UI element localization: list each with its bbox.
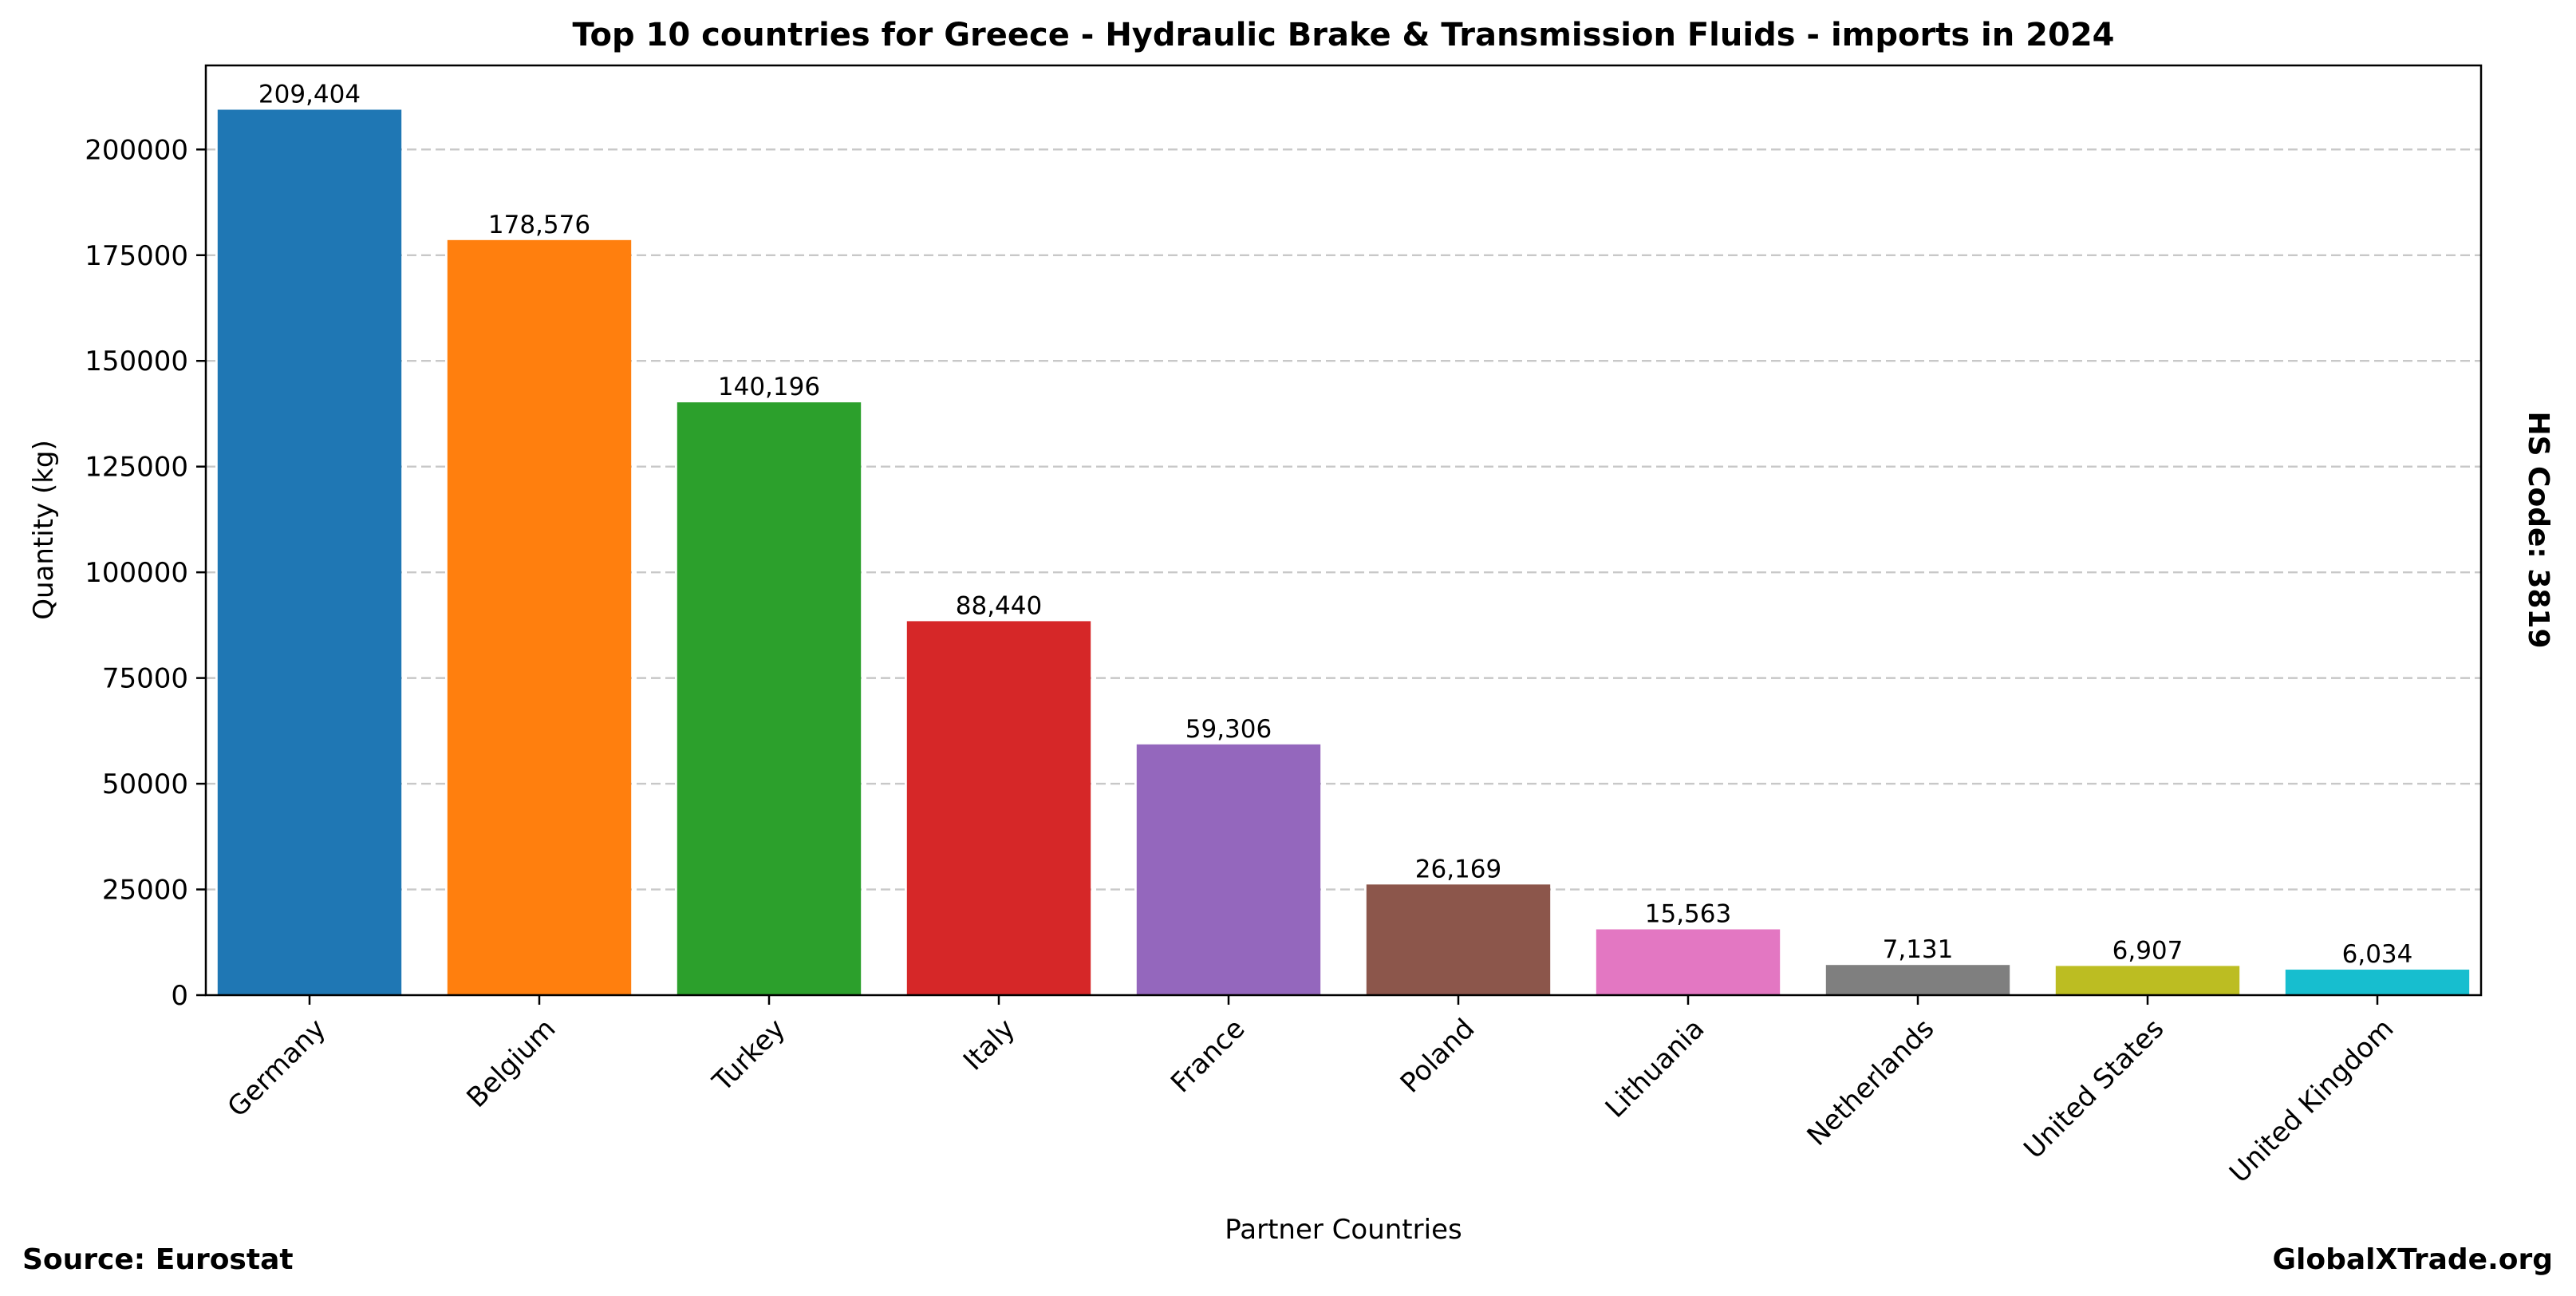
y-tick-label: 150000 [85, 346, 188, 377]
y-tick-label: 75000 [102, 663, 188, 695]
chart-title: Top 10 countries for Greece - Hydraulic … [573, 17, 2115, 53]
bar-value-label: 6,034 [2342, 940, 2413, 969]
hs-code-label: HS Code: 3819 [2522, 411, 2554, 648]
x-tick-label: Italy [957, 1013, 1021, 1077]
y-tick-label: 50000 [102, 769, 188, 800]
bar-value-label: 140,196 [718, 373, 820, 401]
bar-italy [906, 621, 1091, 995]
bar-turkey [677, 402, 862, 996]
bar-value-label: 15,563 [1645, 900, 1731, 929]
bar-value-label: 88,440 [956, 591, 1042, 620]
brand-label: GlobalXTrade.org [2272, 1243, 2553, 1276]
x-axis-label: Partner Countries [1225, 1214, 1462, 1246]
x-tick-label: France [1165, 1013, 1251, 1099]
bar-poland [1366, 884, 1551, 995]
bar-france [1136, 744, 1321, 995]
y-tick-label: 125000 [85, 452, 188, 484]
x-axis-ticks: Germany Belgium Turkey Italy France Poland Lit… [222, 995, 2400, 1189]
y-axis-label: Quantity (kg) [28, 440, 60, 620]
plot-frame [204, 64, 2483, 997]
x-tick-label: Germany [222, 1013, 333, 1124]
bars [217, 109, 2470, 996]
x-tick-label: Poland [1395, 1013, 1481, 1100]
bar-united-states [2055, 966, 2240, 995]
y-tick-label: 0 [171, 980, 188, 1012]
source-label: Source: Eurostat [22, 1243, 294, 1276]
y-tick-label: 175000 [85, 240, 188, 272]
bar-value-label: 7,131 [1883, 935, 1954, 964]
y-axis-ticks: 0 25000 50000 75000 100000 125000 150000 175000… [85, 134, 206, 1012]
bar-value-label: 209,404 [258, 80, 361, 109]
x-tick-label: Netherlands [1801, 1013, 1941, 1152]
bar-netherlands [1825, 965, 2010, 995]
bar-value-label: 26,169 [1415, 855, 1501, 883]
x-tick-label: Lithuania [1600, 1013, 1711, 1124]
bar-germany [217, 109, 402, 995]
x-tick-label: Turkey [706, 1013, 791, 1098]
x-tick-label: United Kingdom [2223, 1013, 2400, 1189]
bar-belgium [447, 239, 632, 995]
y-tick-label: 200000 [85, 134, 188, 166]
bar-value-label: 178,576 [488, 211, 590, 239]
bar-value-label: 6,907 [2112, 936, 2183, 965]
y-tick-label: 100000 [85, 557, 188, 589]
bar-united-kingdom [2285, 970, 2470, 995]
bar-value-label: 59,306 [1185, 715, 1272, 744]
bar-value-labels: 209,404 178,576 140,196 88,440 59,306 26,169 1… [258, 80, 2412, 969]
bar-lithuania [1596, 929, 1781, 995]
y-tick-label: 25000 [102, 875, 188, 907]
x-tick-label: Belgium [461, 1013, 562, 1114]
x-tick-label: United States [2018, 1013, 2170, 1165]
